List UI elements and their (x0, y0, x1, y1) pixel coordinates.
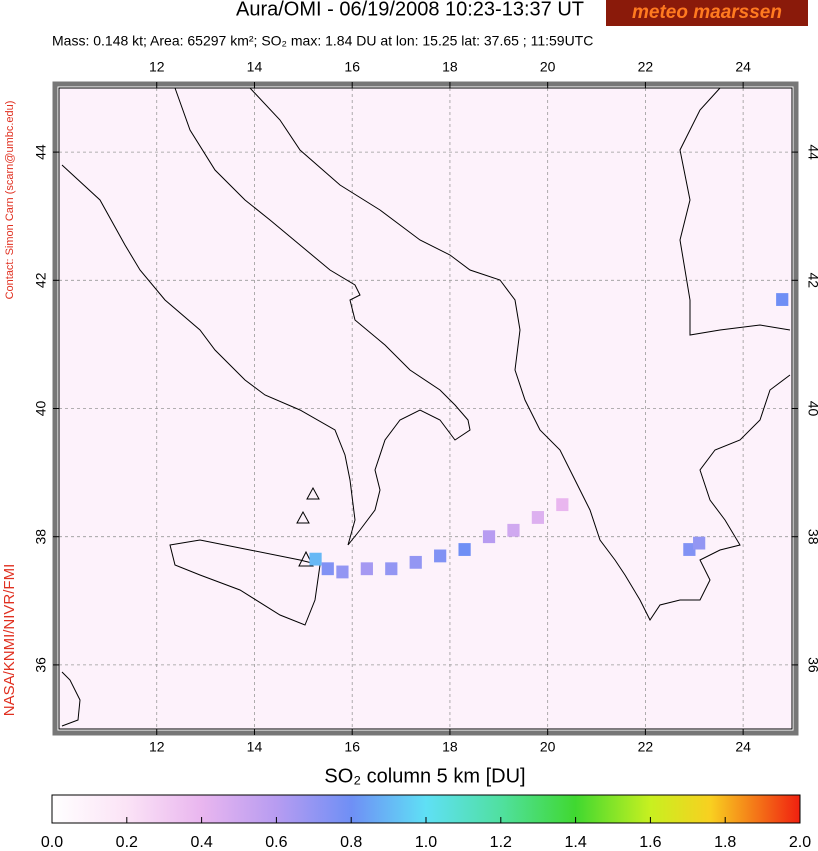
lat-label: 42 (805, 273, 818, 289)
logo-box (606, 0, 808, 26)
lon-label: 22 (638, 739, 654, 755)
so2-pixel (309, 552, 322, 566)
so2-pixel (360, 562, 373, 576)
lat-label: 36 (33, 657, 49, 673)
lon-label: 18 (442, 739, 458, 755)
so2-pixel (683, 543, 696, 556)
lon-label: 12 (149, 59, 165, 75)
so2-pixel (776, 293, 789, 306)
volcano (306, 486, 320, 500)
lat-label: 40 (33, 401, 49, 417)
coast-sardinia (61, 671, 81, 727)
colorbar-tick-label: 1.2 (490, 834, 512, 851)
contact: Contact: Simon Carn (scarn@umbc.edu) (4, 101, 16, 300)
lat-label: 40 (805, 401, 818, 417)
lon-label: 24 (735, 739, 751, 755)
lon-label: 14 (247, 59, 263, 75)
lon-label: 16 (344, 59, 360, 75)
colorbar-tick-label: 0.6 (265, 834, 287, 851)
colorbar-tick-label: 0.4 (190, 834, 212, 851)
lon-label: 22 (638, 59, 654, 75)
so2-pixel (434, 549, 447, 563)
so2-pixel (336, 565, 349, 579)
colorbar-tick-label: 1.6 (639, 834, 661, 851)
colorbar-tick-label: 1.4 (564, 834, 586, 851)
lat-label: 44 (33, 144, 49, 160)
so2-pixel (507, 523, 520, 537)
colorbar-tick-label: 2.0 (789, 834, 811, 851)
lat-label: 36 (805, 657, 818, 673)
colorbar-tick-label: 0.2 (116, 834, 138, 851)
subtitle: Mass: 0.148 kt; Area: 65297 km²; SO₂ max… (52, 33, 593, 49)
colorbar-tick-label: 0.0 (41, 834, 63, 851)
lat-label: 44 (805, 144, 818, 160)
coast-sicily (169, 539, 321, 626)
so2-pixel (693, 536, 706, 550)
coastlines (61, 87, 791, 727)
lon-label: 18 (442, 59, 458, 75)
colorbar-label: SO₂ column 5 km [DU] (324, 765, 525, 787)
coast-east (679, 87, 791, 336)
lon-label: 24 (735, 59, 751, 75)
lon-label: 12 (149, 739, 165, 755)
title: Aura/OMI - 06/19/2008 10:23-13:37 UT (236, 0, 584, 20)
lon-label: 20 (540, 59, 556, 75)
so2-pixel (482, 530, 496, 544)
so2-pixel (321, 562, 334, 576)
agencies: NASA/KNMI/NIVR/FMI (1, 564, 18, 717)
colorbar-tick-label: 1.0 (415, 834, 437, 851)
colorbar-tick-label: 0.8 (340, 834, 362, 851)
lon-label: 20 (540, 739, 556, 755)
lon-label: 14 (247, 739, 263, 755)
so2-pixel (556, 498, 569, 512)
so2-pixel (458, 543, 471, 556)
logo: meteo maarssen (632, 2, 782, 23)
grid (59, 88, 792, 729)
colorbar-tick-label: 1.8 (714, 834, 736, 851)
lon-label: 16 (344, 739, 360, 755)
so2-pixels (309, 293, 789, 579)
so2-pixel (409, 555, 422, 569)
coast-italy (61, 87, 471, 546)
so2-pixel (531, 511, 545, 524)
volcano (296, 510, 310, 524)
so2-pixel (385, 562, 398, 576)
lat-label: 38 (33, 529, 49, 545)
lat-label: 42 (33, 272, 49, 288)
coast-balkans (249, 87, 791, 621)
lat-label: 38 (805, 529, 818, 545)
